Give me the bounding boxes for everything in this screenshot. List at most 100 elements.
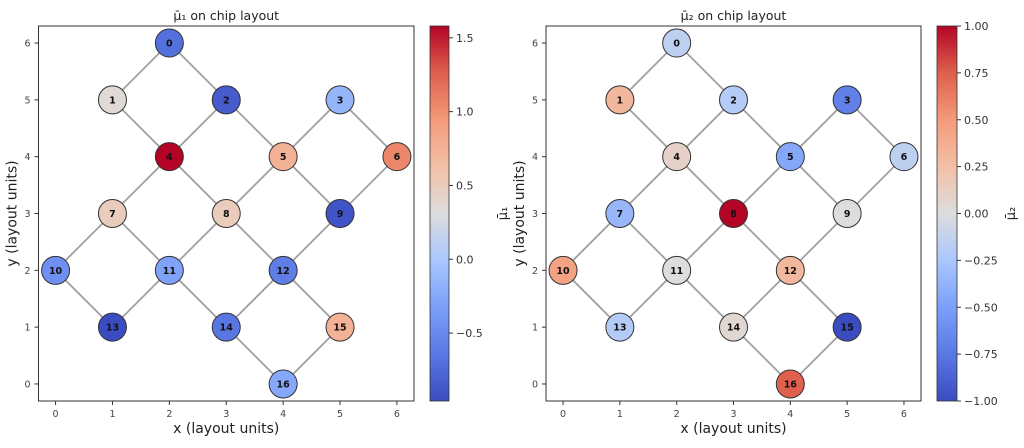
colorbar-tick-label: 0.50 [964,114,989,127]
y-tick-label: 5 [532,95,538,106]
node-16 [268,369,298,399]
x-tick-label: 0 [560,409,566,420]
node-label: 8 [223,209,230,220]
node-15 [832,312,862,342]
chart-title: μ̄₂ on chip layout [681,8,787,23]
node-label: 0 [166,39,173,50]
node-10 [41,255,71,285]
node-2 [211,85,241,115]
colorbar-tick-label: −0.25 [964,254,998,267]
y-tick-label: 0 [24,379,30,390]
node-label: 4 [166,152,173,163]
node-16 [775,369,805,399]
y-tick-label: 4 [24,152,30,163]
node-11 [662,255,692,285]
node-13 [605,312,635,342]
y-tick-label: 0 [532,379,538,390]
x-tick-label: 3 [730,409,736,420]
node-label: 9 [844,209,851,220]
y-tick-label: 2 [532,266,538,277]
x-tick-label: 2 [674,409,680,420]
y-tick-label: 1 [532,323,538,334]
node-4 [154,142,184,172]
node-9 [325,199,355,228]
node-label: 14 [220,323,234,334]
node-14 [211,312,241,342]
node-label: 12 [784,266,797,277]
y-axis-label: y (layout units) [5,160,21,266]
colorbar-tick-label: 0.00 [964,208,989,221]
node-label: 16 [277,379,291,390]
node-label: 9 [337,209,344,220]
y-tick-label: 3 [24,209,30,220]
x-tick-label: 1 [617,409,623,420]
node-label: 4 [673,152,680,163]
node-14 [719,312,748,342]
y-tick-label: 5 [24,95,30,106]
y-tick-label: 6 [24,39,30,50]
x-tick-label: 6 [394,409,400,420]
colorbar-tick-label: 0.0 [456,253,474,266]
x-tick-label: 1 [109,409,115,420]
node-label: 11 [163,266,176,277]
x-tick-label: 4 [787,409,793,420]
node-label: 3 [337,95,344,106]
node-8 [719,199,748,228]
node-4 [662,142,692,172]
y-tick-label: 1 [24,323,30,334]
node-label: 0 [673,39,680,50]
node-label: 15 [841,323,854,334]
colorbar-tick-label: 0.25 [964,161,989,174]
colorbar-tick-label: 0.5 [456,179,474,192]
colorbar-tick-label: 1.00 [964,20,989,33]
node-10 [548,255,578,285]
node-8 [211,199,241,228]
node-label: 6 [901,152,908,163]
node-label: 14 [727,323,741,334]
node-label: 1 [617,95,624,106]
node-label: 16 [784,379,798,390]
x-tick-label: 3 [223,409,229,420]
node-1 [605,85,635,115]
colorbar [936,25,958,402]
node-6 [889,142,919,172]
colorbar-tick-label: 1.5 [456,32,474,45]
node-label: 15 [333,323,346,334]
node-12 [775,255,805,285]
node-11 [154,255,184,285]
node-label: 11 [670,266,683,277]
y-tick-label: 6 [532,39,538,50]
colorbar-tick-label: 0.75 [964,67,989,80]
y-tick-label: 2 [24,266,30,277]
node-label: 13 [106,323,119,334]
node-15 [325,312,355,342]
y-tick-label: 4 [532,152,538,163]
node-label: 5 [280,152,287,163]
colorbar-tick-label: 1.0 [456,106,474,119]
x-axis-label: x (layout units) [680,421,786,437]
chart-title: μ̄₁ on chip layout [173,8,279,23]
x-tick-label: 5 [337,409,343,420]
x-tick-label: 5 [844,409,850,420]
node-3 [325,85,355,115]
node-1 [97,85,127,115]
colorbar-label: μ̄₁ [496,207,511,220]
y-axis-label: y (layout units) [512,160,528,266]
node-12 [268,255,298,285]
colorbar [429,25,450,402]
panel-2: μ̄₂ on chip layout x (layout units) y (lay… [512,8,1019,437]
node-5 [775,142,805,172]
node-label: 1 [109,95,116,106]
node-9 [832,199,862,228]
colorbar-tick-label: −1.00 [964,395,998,408]
node-7 [97,199,127,228]
node-2 [719,85,748,115]
node-label: 3 [844,95,851,106]
colorbar-tick-label: −0.50 [964,301,998,314]
colorbar-tick-label: −0.5 [456,327,483,340]
node-label: 2 [223,95,230,106]
node-label: 7 [109,209,116,220]
node-6 [382,142,412,172]
x-tick-label: 4 [280,409,286,420]
